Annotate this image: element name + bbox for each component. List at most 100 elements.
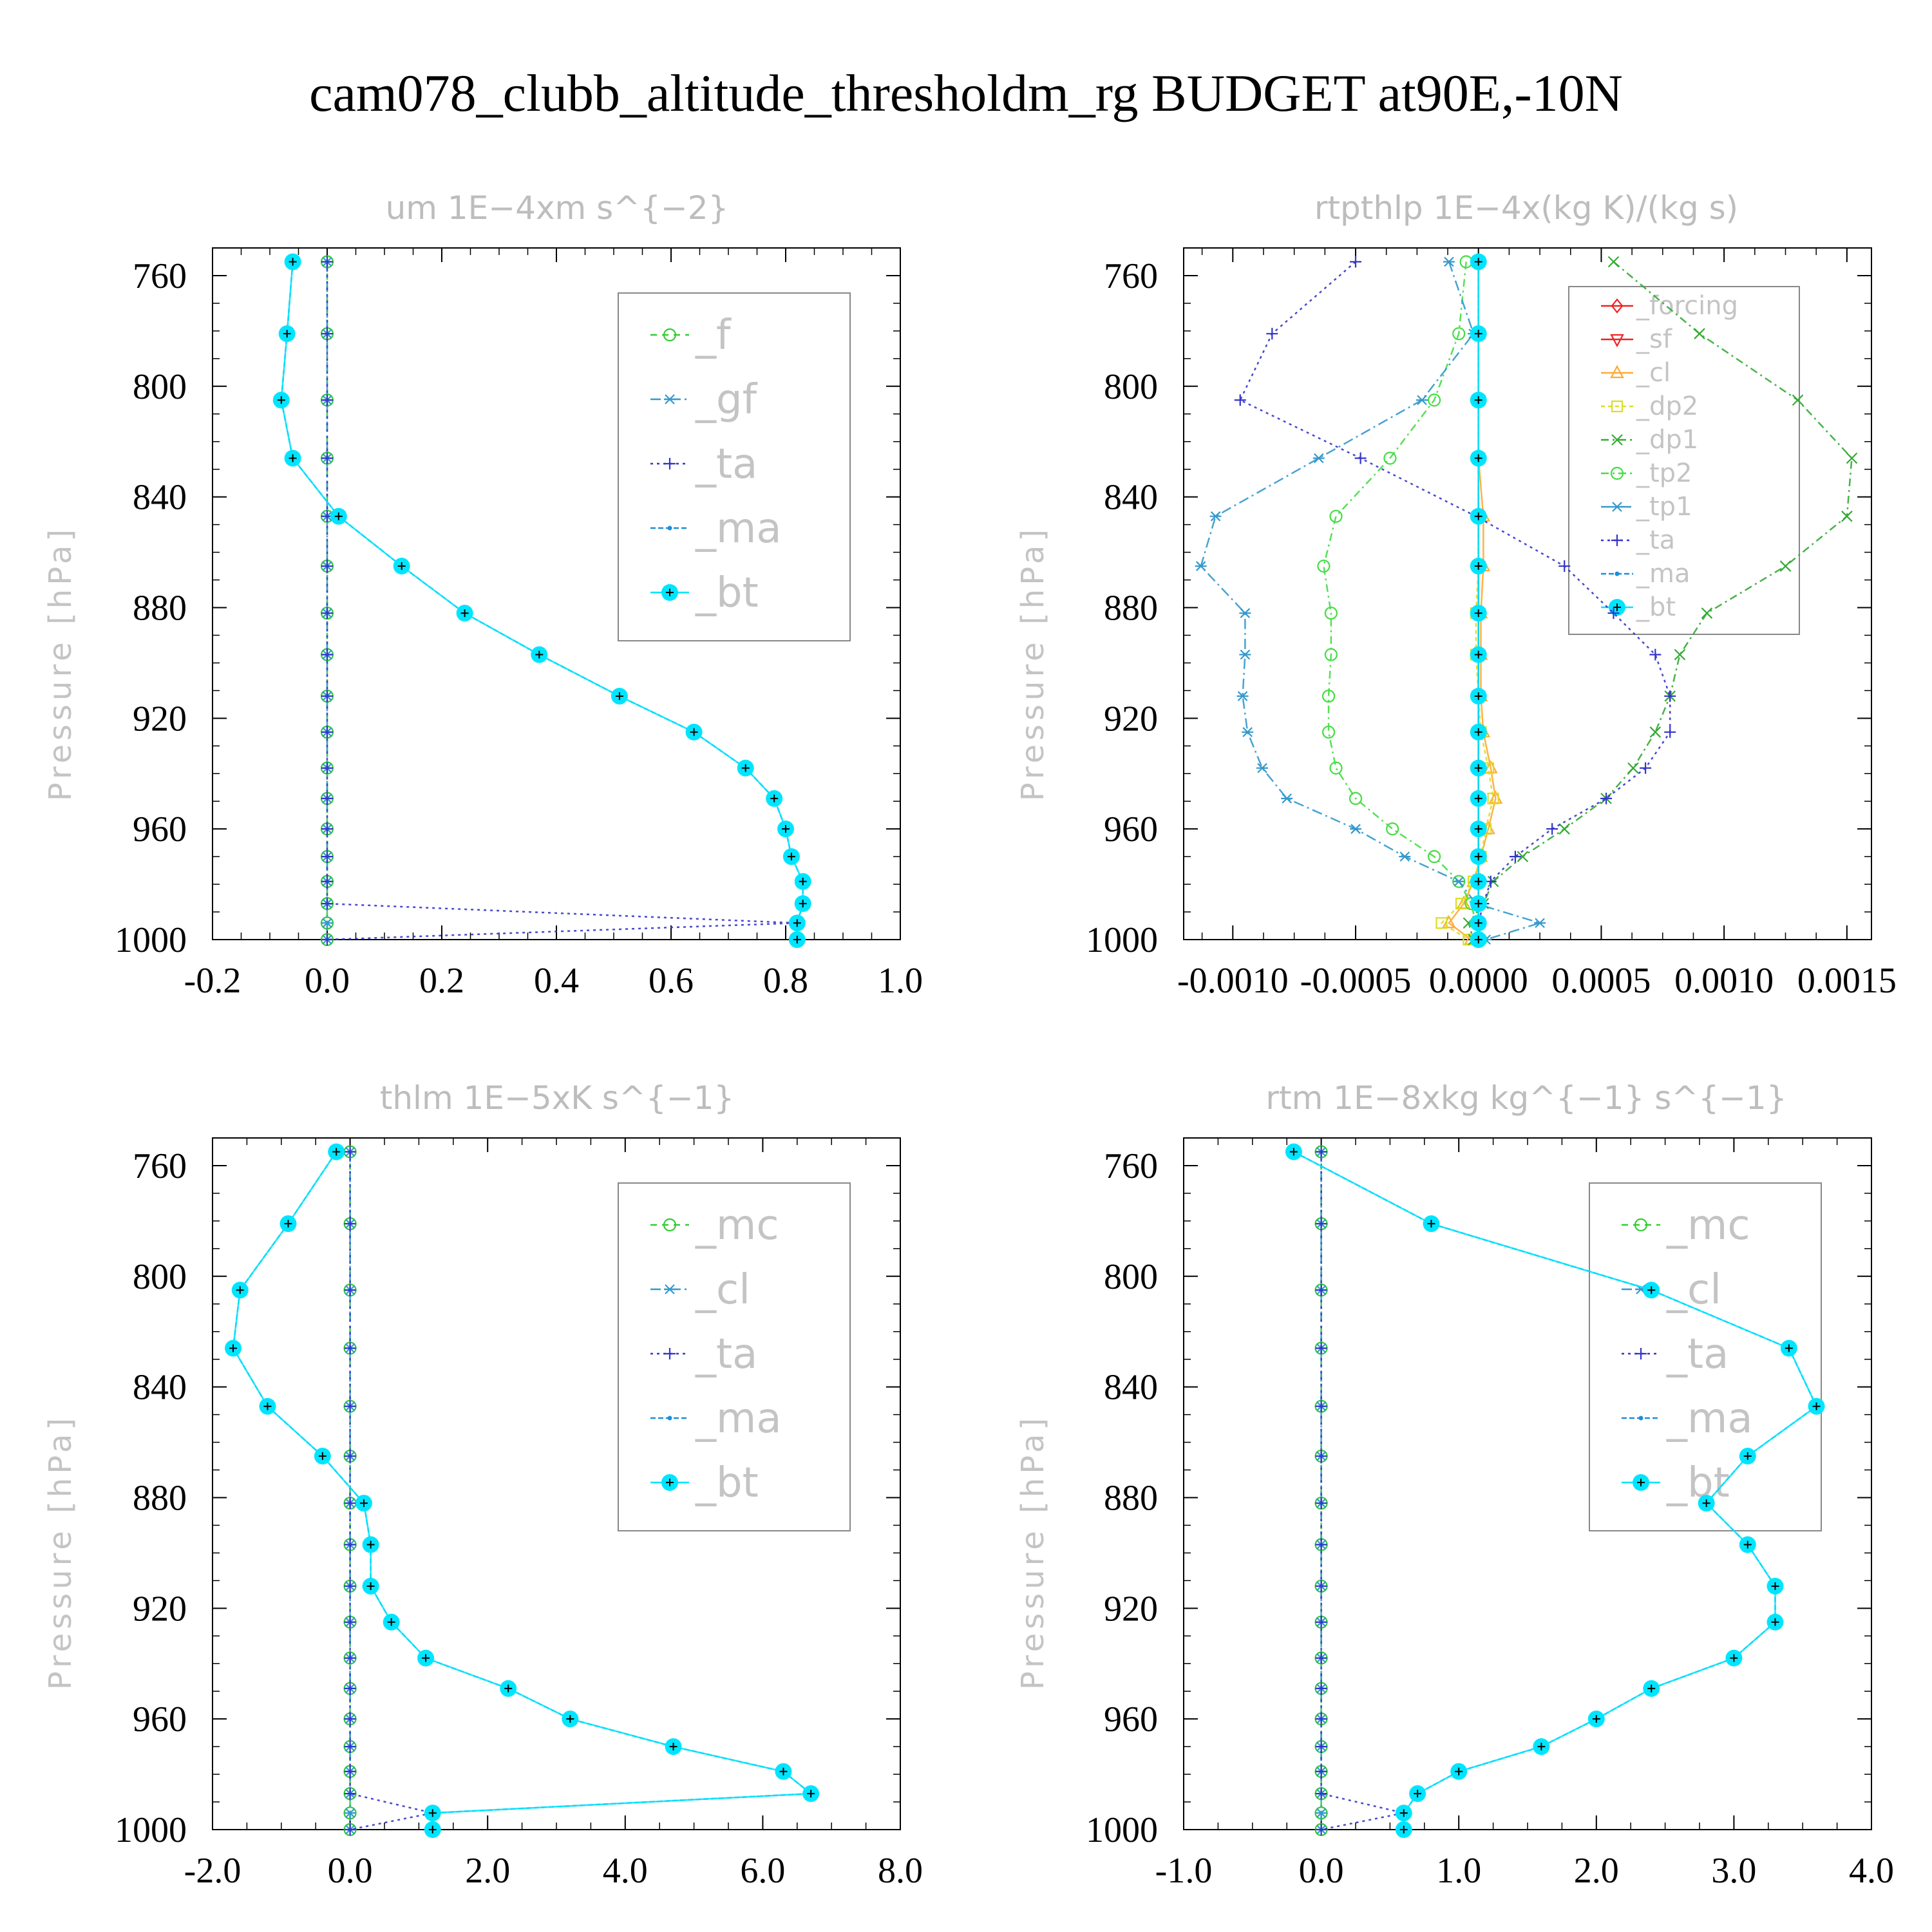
x-tick-label: -2.0 <box>184 1851 242 1891</box>
plot-frame <box>1183 1137 1872 1830</box>
data-point <box>1349 791 1363 806</box>
x-tick-label: 4.0 <box>1849 1851 1894 1891</box>
y-tick-label: 880 <box>1104 588 1158 628</box>
y-tick-label: 920 <box>1104 699 1158 739</box>
legend-box <box>618 1182 851 1531</box>
data-point <box>1266 328 1278 340</box>
data-point <box>1256 762 1269 773</box>
data-point <box>1664 690 1676 702</box>
data-point <box>1780 1340 1797 1357</box>
data-point <box>1452 327 1466 341</box>
legend-entry: _ma <box>650 1395 782 1443</box>
legend-label: _ta <box>1636 526 1675 555</box>
series <box>1470 253 1487 948</box>
legend-marker <box>1611 434 1623 446</box>
data-point <box>259 1397 276 1415</box>
data-point <box>1416 395 1428 406</box>
series-line <box>326 261 797 941</box>
plot-frame <box>1183 247 1872 940</box>
data-point <box>1640 762 1652 774</box>
y-axis-label: Pressure [hPa] <box>1015 1414 1051 1690</box>
data-point <box>344 1616 356 1628</box>
legend-label: _bt <box>1666 1459 1730 1507</box>
data-point <box>321 898 333 910</box>
x-tick-label: 0.2 <box>419 961 464 1001</box>
data-point <box>362 1536 379 1553</box>
data-point <box>1315 1808 1327 1818</box>
data-point <box>1324 606 1338 620</box>
series-line <box>1200 261 1543 941</box>
data-point <box>1315 1788 1327 1800</box>
legend-entry: _dp2 <box>1601 392 1698 421</box>
data-point <box>1234 394 1246 406</box>
data-point <box>1315 1284 1327 1296</box>
data-point <box>794 873 811 890</box>
legend-entry: _f <box>650 312 732 359</box>
data-point <box>321 792 333 804</box>
data-point <box>1350 824 1361 834</box>
data-point <box>766 790 783 807</box>
legend-entry: _bt <box>1601 592 1676 622</box>
data-point <box>1209 511 1222 522</box>
legend-marker <box>664 1284 676 1294</box>
data-point <box>1315 1765 1327 1777</box>
data-point <box>1792 394 1804 406</box>
legend-entry: _ma <box>1601 559 1690 589</box>
data-point <box>321 934 333 945</box>
x-tick-label: -1.0 <box>1155 1851 1213 1891</box>
data-point <box>1517 851 1529 862</box>
y-tick-label: 1000 <box>1086 1810 1158 1850</box>
series <box>1195 256 1546 945</box>
data-point <box>362 1577 379 1595</box>
data-point <box>1470 759 1487 777</box>
data-point <box>1470 507 1487 525</box>
legend-label: _f <box>695 312 732 359</box>
data-point <box>1607 256 1620 268</box>
legend-marker <box>1610 466 1624 480</box>
legend-marker <box>1611 535 1623 546</box>
data-point <box>1409 1785 1426 1803</box>
data-point <box>1470 820 1487 838</box>
data-point <box>321 328 333 340</box>
legend-entry: _bt <box>1622 1459 1730 1507</box>
data-point <box>1739 1448 1756 1465</box>
panel-title: thlm 1E−5xK s^{−1} <box>380 1079 734 1117</box>
data-point <box>531 646 548 663</box>
data-point <box>1315 1450 1327 1463</box>
x-tick-label: 0.8 <box>763 961 808 1001</box>
data-point <box>1558 560 1571 573</box>
y-tick-label: 840 <box>133 478 187 518</box>
data-point <box>1315 1616 1327 1628</box>
data-point <box>1315 1741 1327 1753</box>
data-point <box>321 762 333 774</box>
data-point <box>1643 1680 1660 1697</box>
legend-label: _cl <box>1636 358 1671 388</box>
legend-entry: _forcing <box>1601 291 1738 321</box>
data-point <box>225 1340 242 1357</box>
data-point <box>321 851 333 863</box>
data-point <box>344 1788 356 1800</box>
data-point <box>1664 726 1676 738</box>
data-point <box>344 1497 356 1510</box>
data-point <box>1841 510 1853 522</box>
data-point <box>1427 850 1441 864</box>
data-point <box>794 895 811 913</box>
data-point <box>279 1215 297 1233</box>
data-point <box>321 560 333 573</box>
data-point <box>321 452 333 464</box>
data-point <box>1558 823 1570 835</box>
x-tick-label: 0.0010 <box>1674 961 1774 1001</box>
data-point <box>321 256 333 268</box>
data-point <box>685 723 703 741</box>
data-point <box>344 1450 356 1463</box>
y-tick-label: 1000 <box>1086 920 1158 960</box>
data-point <box>1383 451 1397 465</box>
data-point <box>1315 1652 1327 1664</box>
data-point <box>344 1765 356 1777</box>
y-tick-label: 840 <box>1104 1368 1158 1408</box>
legend-box <box>1589 1182 1822 1531</box>
series-line <box>1448 261 1497 940</box>
data-point <box>1427 393 1441 407</box>
panel-title: rtpthlp 1E−4x(kg K)/(kg s) <box>1314 189 1738 227</box>
legend-entry: _ma <box>1622 1395 1753 1443</box>
